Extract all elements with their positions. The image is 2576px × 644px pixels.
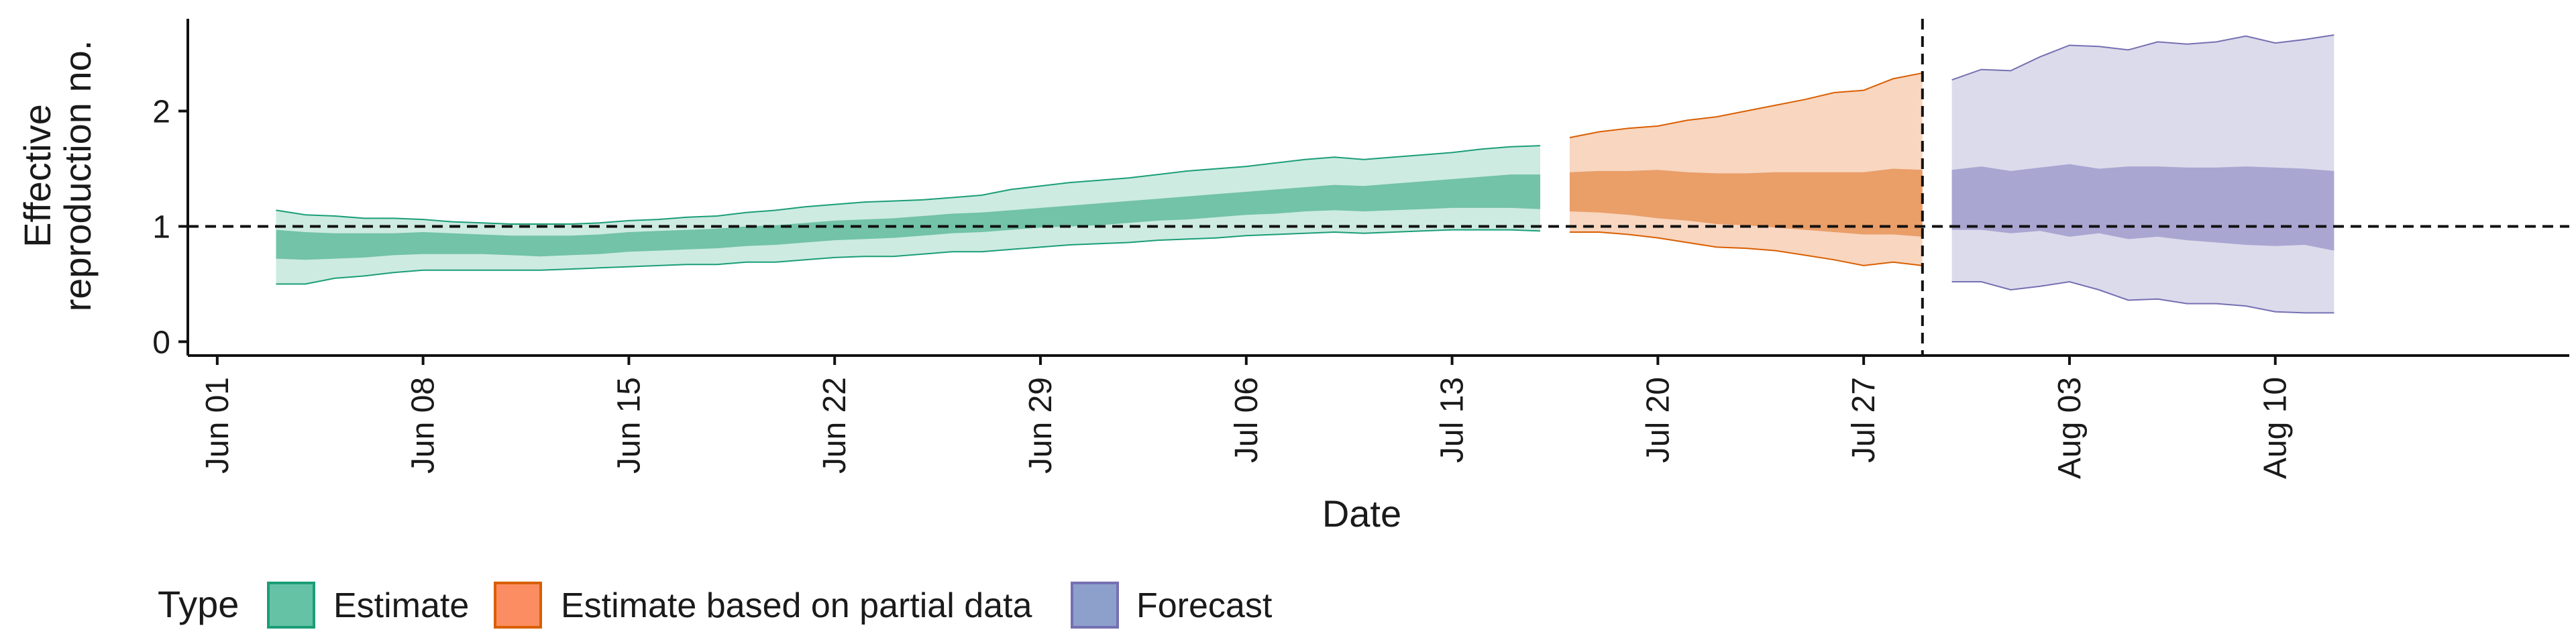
axes-layer [186,19,2569,357]
estimate-based-on-partial-data-lower-edge [1569,231,1923,266]
band-edges-layer [276,34,2334,314]
y-axis-title-line-1: Effective [16,104,58,248]
y-axis-title: Effective reproduction no. [16,40,99,312]
x-tick-label-jul-20: Jul 20 [1640,377,1676,463]
legend-key-partial [494,582,542,629]
x-tick-label-jul-13: Jul 13 [1435,377,1470,463]
estimate-upper-edge [276,145,1541,225]
ticks-layer: 0 1 2 Jun 01 Jun 08 Jun 15 Jun 22 Jun 29 Jul 06 J… [152,95,2293,480]
y-tick-label-1: 1 [152,209,170,245]
x-tick-label-jul-06: Jul 06 [1229,377,1265,463]
y-axis-title-line-2: reproduction no. [56,40,99,312]
legend-label-partial: Estimate based on partial data [561,586,1032,625]
estimate-band-50 [276,174,1540,260]
estimate-band-90 [276,146,1540,284]
estimate-based-on-partial-data-band-90 [1569,72,1923,266]
legend-label-estimate: Estimate [333,586,469,625]
bands-layer [276,35,2334,313]
forecast-lower-edge [1951,280,2334,314]
legend-title: Type [158,583,239,625]
x-tick-label-aug-10: Aug 10 [2258,377,2294,479]
reference-lines-layer [188,19,2569,356]
x-tick-label-jun-22: Jun 22 [817,377,853,474]
estimate-based-on-partial-data-upper-edge [1569,72,1923,139]
legend: Type Estimate Estimate based on partial … [158,582,1273,629]
x-tick-label-jun-15: Jun 15 [611,377,647,474]
legend-key-estimate [267,582,315,629]
legend-key-forecast [1071,582,1119,629]
forecast-upper-edge [1951,34,2334,81]
x-tick-label-jun-01: Jun 01 [200,377,235,474]
x-tick-label-aug-03: Aug 03 [2052,377,2088,479]
y-tick-label-0: 0 [152,325,170,360]
x-tick-label-jul-27: Jul 27 [1846,377,1882,463]
y-tick-label-2: 2 [152,95,170,130]
x-axis-title: Date [1322,492,1401,535]
x-tick-label-jun-08: Jun 08 [406,377,441,474]
estimate-based-on-partial-data-band-50 [1569,168,1923,237]
forecast-band-50 [1951,164,2334,251]
estimate-lower-edge [276,229,1541,285]
x-tick-label-jun-29: Jun 29 [1023,377,1059,474]
legend-label-forecast: Forecast [1136,586,1273,625]
